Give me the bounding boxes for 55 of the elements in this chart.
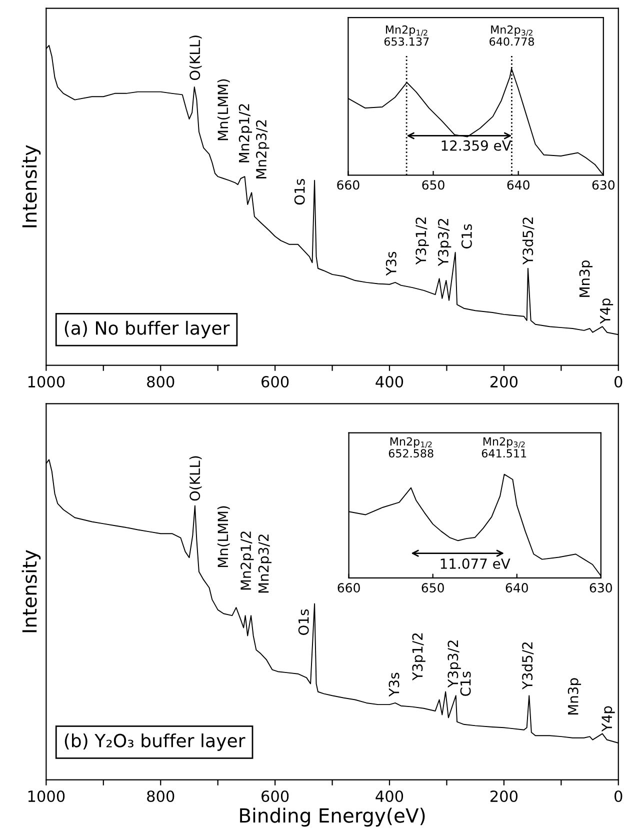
- annotation: Mn2p1/2: [238, 104, 252, 162]
- annotation: Y4p: [602, 706, 615, 732]
- annotation: Mn(LMM): [217, 79, 230, 140]
- x-tick-label: 600: [262, 376, 289, 388]
- annotation: Y3s: [386, 252, 396, 276]
- x-tick-label: 400: [376, 790, 404, 802]
- x-tick-label: 640: [507, 180, 530, 190]
- annotation: O(KLL): [189, 456, 202, 501]
- y-axis-title: Intensity: [22, 145, 41, 228]
- x-tick-label: 650: [422, 583, 444, 592]
- x-tick-label: 0: [614, 790, 622, 802]
- x-tick-label: 800: [147, 376, 174, 388]
- x-tick-label: 630: [590, 583, 612, 592]
- x-tick-label: 0: [614, 376, 622, 388]
- annotation: Y3p1/2: [412, 633, 426, 681]
- annotation: C1s: [461, 224, 472, 249]
- annotation: Y3s: [388, 672, 400, 697]
- annotation: Y3p3/2: [448, 640, 461, 688]
- text: Mn2p$_{1/2}$ 652.588: [388, 437, 434, 458]
- x-tick-label: 200: [490, 376, 518, 388]
- y-axis-title: Intensity: [22, 550, 41, 632]
- x-tick-label: 1000: [28, 376, 65, 388]
- annotation: Mn2p$_{1/2}$ 653.137: [384, 25, 429, 46]
- x-tick-label: 650: [422, 180, 444, 190]
- x-tick-label: 660: [338, 583, 360, 592]
- x-axis-title: Binding Energy(eV): [240, 808, 425, 827]
- annotation: 12.359 eV: [442, 140, 512, 151]
- text: Mn2p$_{3/2}$ 641.511: [482, 437, 526, 458]
- annotation: (a) No buffer layer: [64, 320, 230, 338]
- annotation: Mn2p1/2: [240, 532, 254, 590]
- x-tick-label: 630: [592, 180, 615, 190]
- annotation: Y3d5/2: [522, 218, 534, 265]
- annotation: Y3d5/2: [522, 642, 534, 690]
- x-tick-label: 660: [337, 180, 360, 190]
- annotation: Mn3p: [568, 678, 582, 714]
- annotation: Mn2p3/2: [258, 534, 272, 593]
- x-tick-label: 200: [490, 790, 518, 802]
- annotation: (b) Y₂O₃ buffer layer: [64, 733, 246, 751]
- annotation: 11.077 eV: [440, 558, 510, 569]
- annotation: C1s: [460, 672, 471, 696]
- annotation: Y3p3/2: [438, 218, 452, 266]
- annotation: Y4p: [600, 298, 614, 324]
- annotation: O1s: [294, 179, 305, 205]
- annotation: O1s: [298, 609, 309, 635]
- annotation: Mn(LMM): [217, 506, 230, 568]
- x-tick-label: 600: [262, 790, 289, 802]
- x-tick-label: 1000: [28, 790, 65, 802]
- annotation: O(KLL): [189, 36, 202, 80]
- x-tick-label: 800: [147, 790, 174, 802]
- annotation: Mn3p: [579, 260, 592, 297]
- x-tick-label: 400: [376, 376, 404, 388]
- annotation: Mn2p$_{3/2}$ 640.778: [490, 25, 534, 46]
- x-tick-label: 640: [506, 583, 528, 592]
- annotation: Y3p1/2: [416, 218, 429, 265]
- annotation: Mn2p3/2: [256, 120, 270, 178]
